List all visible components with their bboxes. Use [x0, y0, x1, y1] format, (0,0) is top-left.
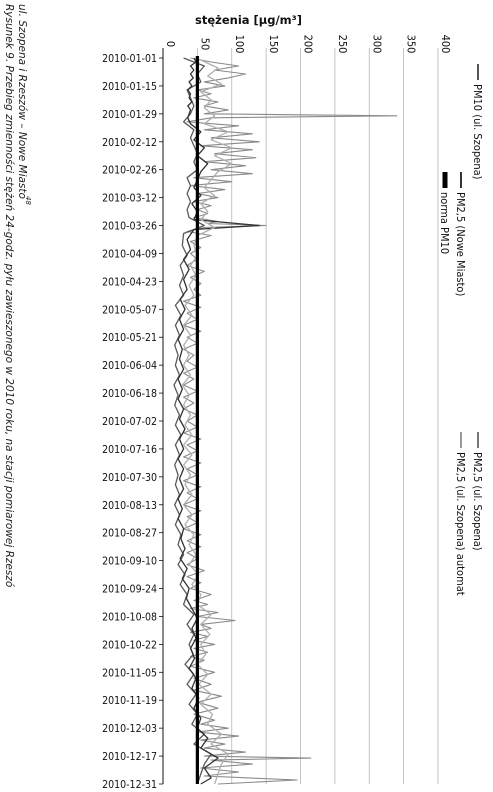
- value-tick-label: 350: [405, 35, 418, 54]
- date-tick-label: 2010-11-19: [102, 695, 157, 707]
- caption-footnote: 48: [24, 196, 32, 205]
- date-tick-label: 2010-05-21: [102, 332, 157, 344]
- date-tick-label: 2010-04-09: [102, 248, 157, 260]
- value-tick-label: 400: [439, 35, 452, 54]
- value-tick-labels: 0 50 100 150 200 250 300 350 400: [164, 35, 452, 54]
- series-lines: [173, 57, 398, 785]
- date-tick-label: 2010-08-27: [102, 528, 157, 540]
- date-tick-label: 2010-07-30: [102, 472, 157, 484]
- value-tick-label: 200: [302, 35, 315, 54]
- date-tick-label: 2010-09-10: [102, 556, 157, 568]
- legend: PM10 (ul. Szopena) PM2,5 (ul. Szopena) P…: [438, 64, 484, 596]
- series-line-0: [183, 57, 398, 785]
- date-tick-label: 2010-12-17: [102, 751, 157, 763]
- date-tick-label: 2010-02-26: [102, 165, 157, 177]
- value-tick-label: 250: [336, 35, 349, 54]
- value-tick-label: 0: [164, 41, 177, 47]
- date-tick-label: 2010-08-13: [102, 500, 157, 512]
- date-tick-label: 2010-03-26: [102, 221, 157, 233]
- value-tick-label: 300: [370, 35, 383, 54]
- date-tick-label: 2010-07-16: [102, 444, 157, 456]
- value-tick-label: 100: [233, 35, 246, 54]
- legend-label-pm10-szopena: PM10 (ul. Szopena): [471, 84, 484, 180]
- date-tick-label: 2010-12-31: [102, 779, 157, 791]
- date-tick-label: 2010-09-24: [102, 584, 157, 596]
- date-tick-label: 2010-02-12: [102, 137, 157, 149]
- axis-title: stężenia [µg/m³]: [195, 13, 302, 27]
- figure-caption: Rysunek 9. Przebieg zmienności stężeń 24…: [3, 4, 32, 588]
- date-tick-label: 2010-11-05: [102, 667, 157, 679]
- axes: [162, 48, 199, 784]
- date-tick-label: 2010-06-18: [102, 388, 157, 400]
- date-tick-label: 2010-01-15: [102, 81, 157, 93]
- date-tick-label: 2010-10-22: [102, 639, 157, 651]
- series-line-2: [177, 57, 260, 785]
- date-tick-label: 2010-10-08: [102, 611, 157, 623]
- gridlines: [196, 48, 439, 784]
- value-tick-label: 50: [198, 38, 211, 51]
- legend-label-pm25-nowe-miasto: PM2,5 (Nowe Miasto): [454, 192, 467, 296]
- legend-label-pm25-automat: PM2,5 (ul. Szopena) automat: [454, 452, 467, 596]
- value-tick-label: 150: [267, 35, 280, 54]
- series-line-1: [173, 57, 212, 785]
- date-tick-label: 2010-12-03: [102, 723, 157, 735]
- legend-label-pm25-szopena: PM2,5 (ul. Szopena): [471, 452, 484, 551]
- series-line-3: [181, 59, 233, 785]
- date-tick-label: 2010-04-23: [102, 276, 157, 288]
- caption-line-1: Rysunek 9. Przebieg zmienności stężeń 24…: [3, 4, 15, 588]
- legend-label-norma-pm10: norma PM10: [438, 192, 451, 254]
- date-tick-label: 2010-06-04: [102, 360, 157, 372]
- date-tick-label: 2010-03-12: [102, 193, 157, 205]
- date-tick-label: 2010-05-07: [102, 304, 157, 316]
- caption-line-2: ul. Szopena i Rzeszów – Nowe Miasto: [16, 4, 28, 199]
- date-tick-labels: 2010-01-01 2010-01-15 2010-01-29 2010-02-12…: [102, 53, 163, 791]
- date-tick-label: 2010-07-02: [102, 416, 157, 428]
- date-tick-label: 2010-01-29: [102, 109, 157, 121]
- date-tick-label: 2010-01-01: [102, 53, 157, 65]
